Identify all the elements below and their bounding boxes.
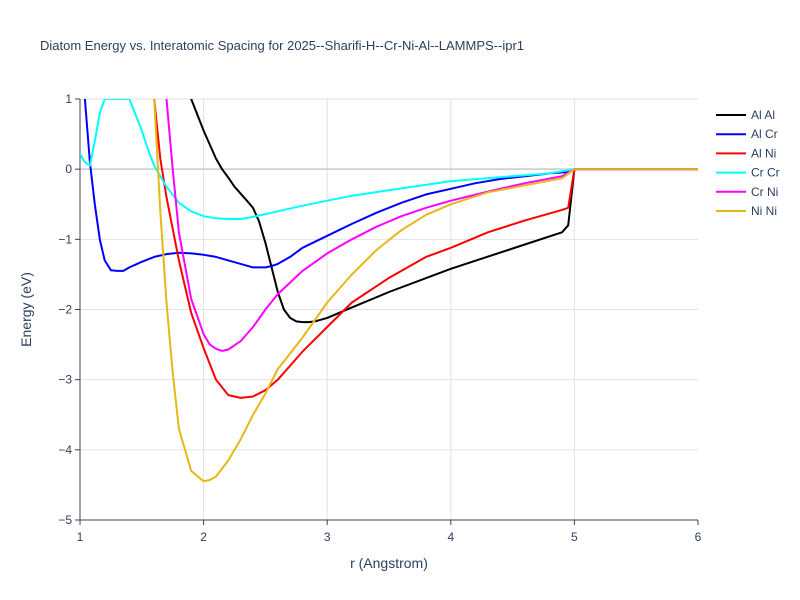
axes: 1 2 3 4 5 6 −5 −4 −3 −2 −1 0 1 [58, 92, 701, 544]
y-tick-label: −4 [58, 443, 72, 457]
y-tick-label: −5 [58, 513, 72, 527]
legend-label-ni-ni: Ni Ni [751, 204, 777, 218]
x-tick-label: 1 [77, 530, 84, 544]
series-line-al-ni [153, 99, 698, 399]
y-tick-label: 1 [65, 92, 72, 106]
series-lines [80, 99, 698, 483]
legend-label-al-cr: Al Cr [751, 127, 778, 141]
series-line-al-cr [83, 99, 698, 272]
y-tick-label: −2 [58, 303, 72, 317]
x-tick-label: 5 [571, 530, 578, 544]
x-tick-label: 3 [324, 530, 331, 544]
x-axis-title: r (Angstrom) [350, 555, 428, 571]
y-axis-title: Energy (eV) [18, 272, 34, 347]
y-tick-label: −1 [58, 232, 72, 246]
series-line-al-al [190, 99, 698, 324]
series-line-ni-ni [153, 99, 698, 483]
y-tick-label: −3 [58, 373, 72, 387]
legend-label-al-al: Al Al [751, 108, 775, 122]
legend: Al Al Al Cr Al Ni Cr Cr Cr Ni Ni Ni [716, 108, 780, 218]
x-tick-label: 6 [695, 530, 702, 544]
legend-label-al-ni: Al Ni [751, 146, 776, 160]
series-line-cr-ni [165, 99, 698, 352]
y-tick-label: 0 [65, 162, 72, 176]
legend-label-cr-ni: Cr Ni [751, 185, 778, 199]
x-tick-label: 2 [200, 530, 207, 544]
series-line-cr-cr [80, 99, 698, 220]
x-tick-label: 4 [447, 530, 454, 544]
chart-title: Diatom Energy vs. Interatomic Spacing fo… [40, 38, 524, 53]
legend-label-cr-cr: Cr Cr [751, 166, 780, 180]
